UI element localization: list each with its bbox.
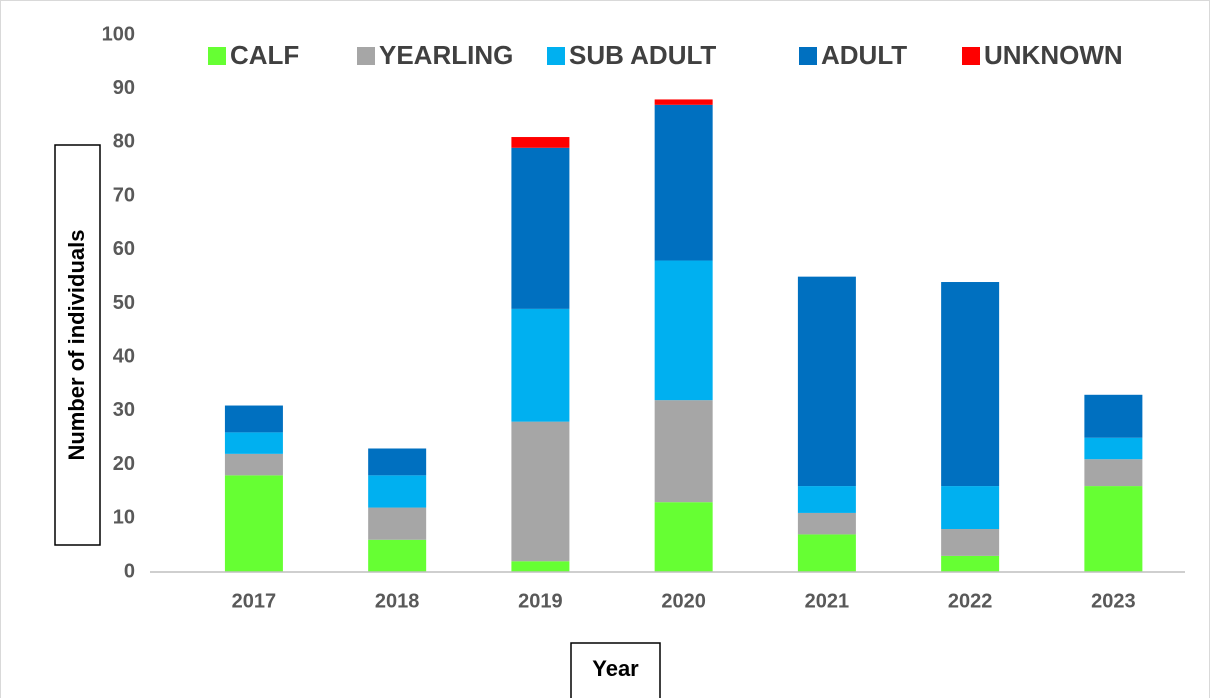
bar-segment <box>654 104 713 261</box>
bar-segment <box>941 529 1000 556</box>
bar-segment <box>511 561 570 572</box>
bar-segment <box>511 147 570 309</box>
bar-segment <box>797 276 856 487</box>
bar-segment <box>511 421 570 562</box>
bar-segment <box>941 555 1000 572</box>
y-tick-label: 50 <box>113 292 135 314</box>
bar-segment <box>1084 437 1143 460</box>
legend-swatch <box>357 47 375 65</box>
legend-label: CALF <box>230 40 299 70</box>
y-tick-label: 30 <box>113 399 135 421</box>
bar-segment <box>941 486 1000 530</box>
bar-segment <box>368 475 427 508</box>
bar-segment <box>368 539 427 572</box>
bar-segment <box>1084 459 1143 487</box>
y-label-box <box>54 144 101 546</box>
bar-segment <box>224 405 283 433</box>
bar-segment <box>654 502 713 572</box>
bar-segment <box>224 432 283 454</box>
y-tick-label: 10 <box>113 507 135 529</box>
y-tick-label: 90 <box>113 77 135 99</box>
bar-segment <box>797 534 856 572</box>
x-tick-label: 2020 <box>661 590 706 612</box>
y-tick-label: 20 <box>113 453 135 475</box>
x-tick-label: 2021 <box>805 590 850 612</box>
y-tick-label: 70 <box>113 184 135 206</box>
bar-segment <box>368 448 427 476</box>
y-tick-label: 60 <box>113 238 135 260</box>
bar-segment <box>368 507 427 540</box>
bar-segment <box>654 260 713 401</box>
legend-swatch <box>962 47 980 65</box>
x-axis-label: Year <box>592 656 639 681</box>
bar-segment <box>797 486 856 513</box>
bar-segment <box>1084 486 1143 572</box>
y-tick-label: 100 <box>102 23 135 45</box>
legend-swatch <box>547 47 565 65</box>
bar-segment <box>797 512 856 535</box>
bar-segment <box>941 282 1000 487</box>
bar-segment <box>511 137 570 148</box>
y-tick-label: 80 <box>113 131 135 153</box>
legend-label: SUB ADULT <box>569 40 716 70</box>
bar-segment <box>511 308 570 422</box>
x-tick-label: 2022 <box>948 590 993 612</box>
x-tick-label: 2018 <box>375 590 420 612</box>
legend-label: YEARLING <box>379 40 513 70</box>
x-tick-label: 2019 <box>518 590 563 612</box>
legend-label: UNKNOWN <box>984 40 1123 70</box>
bar-segment <box>654 400 713 503</box>
x-tick-label: 2017 <box>232 590 277 612</box>
x-label-box <box>570 642 661 698</box>
y-tick-label: 40 <box>113 345 135 367</box>
y-axis-label: Number of individuals <box>64 229 89 460</box>
legend-swatch <box>208 47 226 65</box>
legend-swatch <box>799 47 817 65</box>
y-tick-label: 0 <box>124 560 135 582</box>
bar-segment <box>654 99 713 105</box>
bar-segment <box>224 475 283 572</box>
bar-segment <box>1084 394 1143 438</box>
x-tick-label: 2023 <box>1091 590 1136 612</box>
legend-label: ADULT <box>821 40 907 70</box>
bar-segment <box>224 453 283 476</box>
